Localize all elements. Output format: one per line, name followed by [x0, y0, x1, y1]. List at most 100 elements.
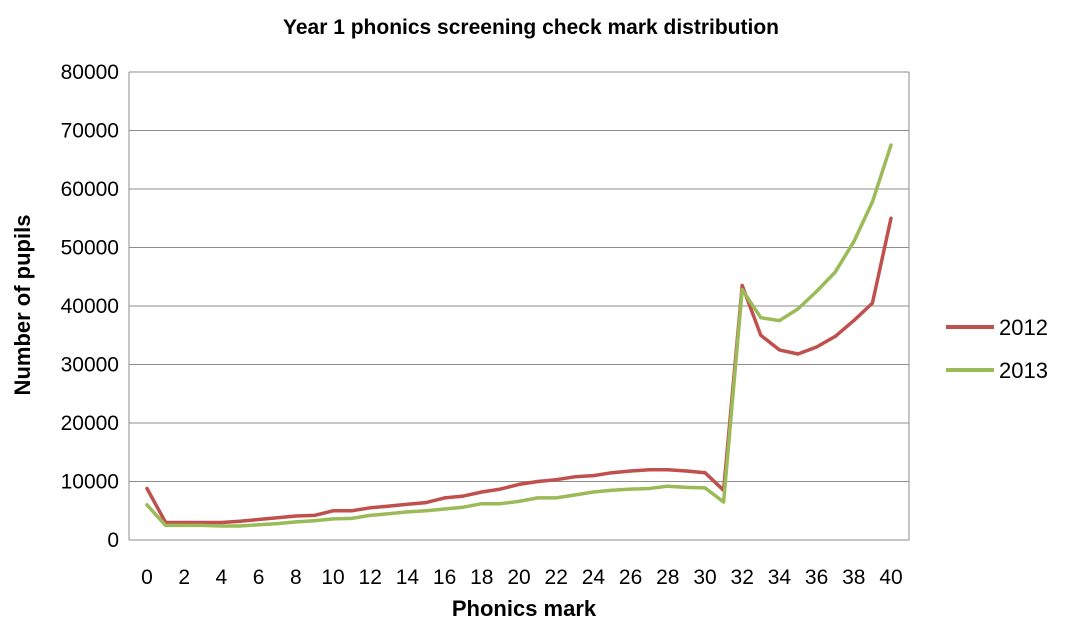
y-tick-label: 80000: [61, 61, 119, 84]
x-tick-label: 10: [321, 566, 344, 589]
x-tick-label: 40: [879, 566, 902, 589]
data-point: [219, 524, 223, 528]
data-point: [498, 502, 502, 506]
gridlines: [129, 71, 909, 482]
data-point: [238, 519, 242, 523]
y-tick-label: 20000: [61, 412, 119, 435]
x-tick-label: 22: [545, 566, 568, 589]
data-point: [405, 502, 409, 506]
data-point: [629, 487, 633, 491]
data-point: [796, 307, 800, 311]
x-tick-label: 12: [359, 566, 382, 589]
data-point: [759, 316, 763, 320]
data-point: [517, 482, 521, 487]
data-point: [591, 474, 596, 478]
data-point: [852, 319, 856, 323]
x-axis-title: Phonics mark: [452, 596, 597, 619]
data-point: [294, 514, 298, 518]
data-point: [312, 513, 316, 518]
data-point: [870, 200, 875, 204]
data-point: [201, 523, 205, 527]
data-point: [591, 490, 596, 494]
x-tick-label: 0: [141, 566, 153, 589]
data-point: [238, 524, 242, 528]
data-point: [722, 500, 726, 504]
x-tick-label: 8: [290, 566, 302, 589]
data-point: [684, 485, 689, 489]
data-point: [554, 478, 558, 482]
data-point: [350, 516, 354, 520]
data-point: [536, 479, 540, 484]
data-point: [480, 490, 484, 494]
axes: [128, 72, 910, 541]
data-point: [275, 516, 279, 520]
data-point: [740, 288, 744, 292]
data-point: [350, 509, 354, 513]
data-point: [796, 352, 800, 356]
data-point: [684, 469, 689, 473]
legend-label: 2012: [999, 315, 1048, 340]
x-tick-label: 34: [768, 566, 792, 589]
data-point: [145, 486, 149, 491]
data-point: [889, 143, 893, 147]
data-point: [833, 334, 837, 339]
y-tick-label: 60000: [61, 178, 119, 201]
data-point: [666, 468, 670, 472]
series-line-2013: [145, 143, 893, 528]
data-point: [517, 499, 521, 503]
data-point: [405, 510, 409, 514]
data-point: [833, 270, 837, 274]
data-point: [387, 504, 391, 508]
data-point: [740, 283, 744, 288]
data-point: [182, 520, 186, 525]
data-point: [815, 289, 819, 293]
data-point: [889, 216, 893, 220]
data-point: [815, 345, 819, 349]
x-tick-label: 2: [178, 566, 190, 589]
data-point: [275, 522, 279, 526]
data-point: [443, 496, 447, 500]
data-point: [480, 502, 484, 506]
data-point: [461, 505, 465, 509]
data-point: [573, 475, 577, 479]
x-tick-label: 38: [842, 566, 865, 589]
data-point: [443, 507, 447, 511]
y-axis-title: Number of pupils: [10, 215, 35, 396]
data-point: [498, 487, 502, 491]
x-tick-label: 36: [805, 566, 828, 589]
data-point: [368, 513, 372, 518]
chart-title: Year 1 phonics screening check mark dist…: [283, 16, 779, 39]
data-point: [777, 348, 782, 352]
x-tick-label: 24: [582, 566, 606, 589]
data-point: [424, 500, 428, 505]
x-tick-label: 6: [253, 566, 265, 589]
x-tick-label: 4: [216, 566, 228, 589]
y-tick-label: 50000: [61, 237, 119, 260]
data-point: [647, 468, 651, 472]
data-point: [777, 319, 782, 323]
data-point: [703, 471, 707, 475]
x-tick-labels: 0 2 4 6 8 10 12 14 16 18 20 22 24 26 28 30 32 34 36 38 40: [141, 566, 903, 589]
data-point: [387, 512, 391, 516]
data-point: [666, 484, 670, 488]
data-point: [610, 471, 614, 475]
x-tick-label: 16: [433, 566, 456, 589]
data-point: [257, 523, 261, 527]
data-point: [852, 240, 856, 244]
legend: 2012 2013: [946, 315, 1048, 383]
data-point: [331, 517, 335, 521]
data-point: [257, 517, 261, 522]
y-tick-label: 10000: [61, 471, 119, 494]
data-point: [424, 509, 428, 513]
x-tick-label: 26: [619, 566, 642, 589]
x-tick-label: 28: [656, 566, 679, 589]
series-lines: [145, 143, 893, 528]
data-point: [610, 488, 614, 492]
y-tick-labels: 0 10000 20000 30000 40000 50000 60000 70000 8000…: [61, 61, 119, 552]
data-point: [201, 520, 205, 525]
x-tick-label: 30: [693, 566, 716, 589]
data-point: [312, 519, 316, 523]
data-point: [219, 520, 223, 525]
